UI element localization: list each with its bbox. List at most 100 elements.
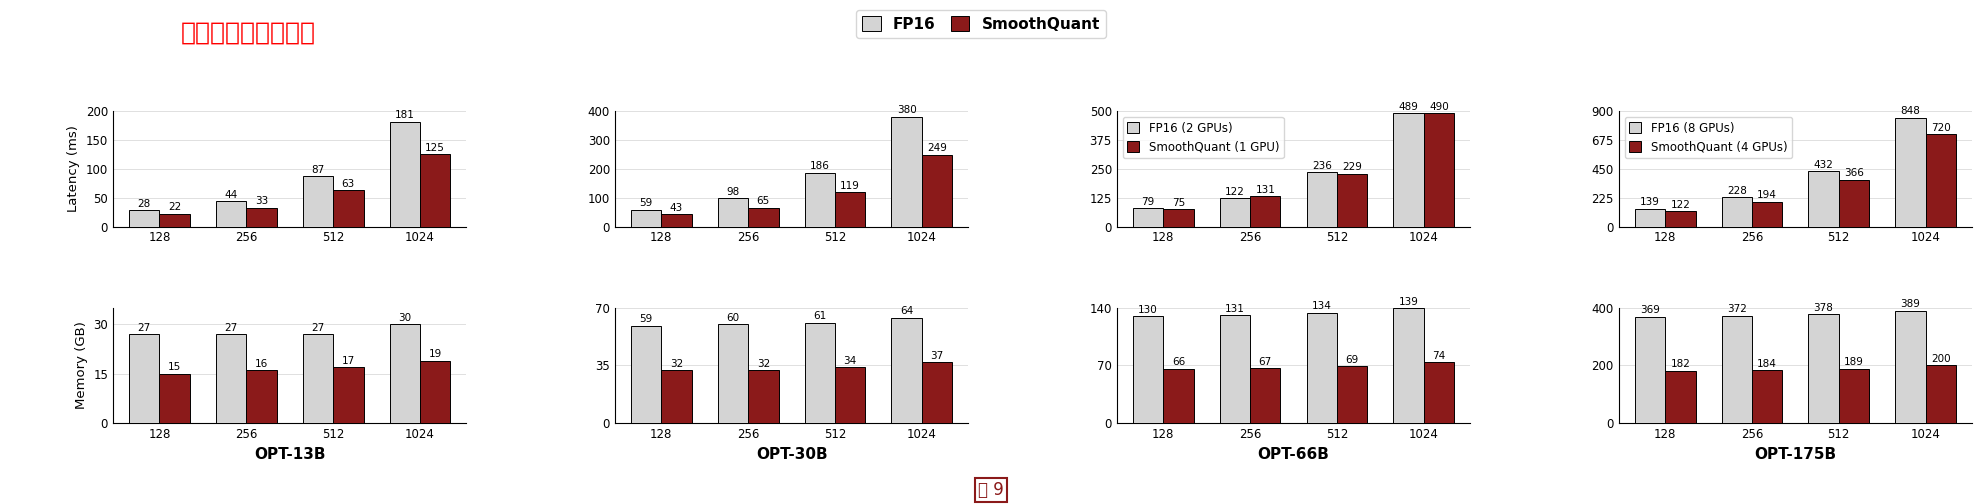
Text: 139: 139: [1639, 198, 1659, 207]
Text: 27: 27: [137, 323, 151, 333]
Bar: [1895, 311, 1927, 423]
Bar: [1722, 197, 1752, 227]
Bar: [1134, 316, 1163, 423]
Bar: [892, 116, 922, 227]
Bar: [1393, 308, 1423, 423]
Bar: [1251, 196, 1280, 227]
Text: 65: 65: [757, 197, 769, 207]
Bar: [717, 324, 747, 423]
Text: 19: 19: [428, 349, 442, 359]
Text: 43: 43: [670, 203, 684, 213]
Text: 131: 131: [1225, 304, 1245, 313]
Bar: [390, 122, 420, 227]
Bar: [662, 370, 692, 423]
Text: 186: 186: [811, 161, 830, 171]
Text: 69: 69: [1346, 355, 1360, 365]
Text: 229: 229: [1342, 162, 1362, 172]
Text: 44: 44: [224, 190, 238, 200]
Bar: [420, 360, 450, 423]
X-axis label: OPT-175B: OPT-175B: [1754, 447, 1837, 462]
Text: 200: 200: [1930, 354, 1950, 364]
Text: 184: 184: [1758, 359, 1778, 369]
Legend: FP16, SmoothQuant: FP16, SmoothQuant: [856, 10, 1106, 38]
Text: 22: 22: [168, 203, 180, 213]
Text: 134: 134: [1312, 301, 1332, 311]
Text: 37: 37: [930, 351, 943, 361]
Text: 372: 372: [1726, 304, 1746, 314]
Bar: [1163, 369, 1193, 423]
Text: 63: 63: [341, 179, 355, 189]
Legend: FP16 (8 GPUs), SmoothQuant (4 GPUs): FP16 (8 GPUs), SmoothQuant (4 GPUs): [1625, 117, 1792, 158]
Bar: [662, 214, 692, 227]
Bar: [1927, 134, 1956, 227]
Text: 74: 74: [1433, 351, 1445, 361]
Text: 366: 366: [1843, 168, 1863, 178]
Text: 15: 15: [168, 362, 180, 372]
Bar: [1635, 209, 1665, 227]
Text: 194: 194: [1758, 191, 1778, 200]
Bar: [1895, 117, 1927, 227]
Bar: [1219, 315, 1251, 423]
Bar: [1393, 113, 1423, 227]
Bar: [1134, 208, 1163, 227]
Text: 33: 33: [256, 196, 268, 206]
Text: 59: 59: [640, 198, 652, 208]
Bar: [159, 214, 190, 227]
Bar: [333, 367, 363, 423]
Text: 66: 66: [1171, 357, 1185, 367]
Bar: [1927, 365, 1956, 423]
Bar: [1338, 173, 1368, 227]
Text: 16: 16: [256, 359, 268, 369]
Text: 189: 189: [1843, 357, 1863, 367]
Text: 横坐标是上下文长度: 横坐标是上下文长度: [180, 20, 315, 44]
Legend: FP16 (2 GPUs), SmoothQuant (1 GPU): FP16 (2 GPUs), SmoothQuant (1 GPU): [1122, 117, 1284, 158]
Bar: [630, 210, 662, 227]
Text: 182: 182: [1671, 359, 1691, 369]
Bar: [1665, 371, 1695, 423]
Bar: [1423, 362, 1455, 423]
Text: 130: 130: [1138, 304, 1157, 314]
Text: 61: 61: [813, 311, 826, 321]
Text: 432: 432: [1814, 160, 1833, 170]
Text: 369: 369: [1639, 305, 1659, 315]
Bar: [834, 367, 866, 423]
Text: 122: 122: [1225, 187, 1245, 197]
Text: 28: 28: [137, 199, 151, 209]
Bar: [805, 323, 834, 423]
Bar: [630, 326, 662, 423]
Bar: [1338, 366, 1368, 423]
Bar: [892, 318, 922, 423]
Text: 87: 87: [311, 165, 325, 175]
Text: 27: 27: [224, 323, 238, 333]
Bar: [834, 192, 866, 227]
Text: 17: 17: [341, 356, 355, 366]
Bar: [1635, 317, 1665, 423]
Bar: [1219, 199, 1251, 227]
Text: 125: 125: [426, 143, 446, 153]
Bar: [129, 334, 159, 423]
Text: 图 9: 图 9: [979, 481, 1003, 499]
Text: 389: 389: [1901, 299, 1921, 309]
Y-axis label: Latency (ms): Latency (ms): [67, 125, 81, 212]
Text: 122: 122: [1671, 200, 1691, 210]
Bar: [1752, 370, 1782, 423]
Bar: [333, 190, 363, 227]
Bar: [1808, 314, 1839, 423]
Bar: [390, 324, 420, 423]
Bar: [303, 176, 333, 227]
Text: 79: 79: [1142, 197, 1156, 207]
Text: 30: 30: [398, 313, 412, 323]
Text: 380: 380: [896, 105, 916, 115]
Bar: [747, 370, 779, 423]
X-axis label: OPT-13B: OPT-13B: [254, 447, 325, 462]
Text: 139: 139: [1399, 297, 1419, 307]
Text: 249: 249: [928, 143, 947, 153]
Bar: [129, 210, 159, 227]
Text: 64: 64: [900, 306, 914, 316]
Bar: [805, 173, 834, 227]
Bar: [747, 208, 779, 227]
Bar: [1306, 312, 1338, 423]
Text: 236: 236: [1312, 161, 1332, 170]
Text: 490: 490: [1429, 102, 1449, 112]
X-axis label: OPT-66B: OPT-66B: [1257, 447, 1330, 462]
